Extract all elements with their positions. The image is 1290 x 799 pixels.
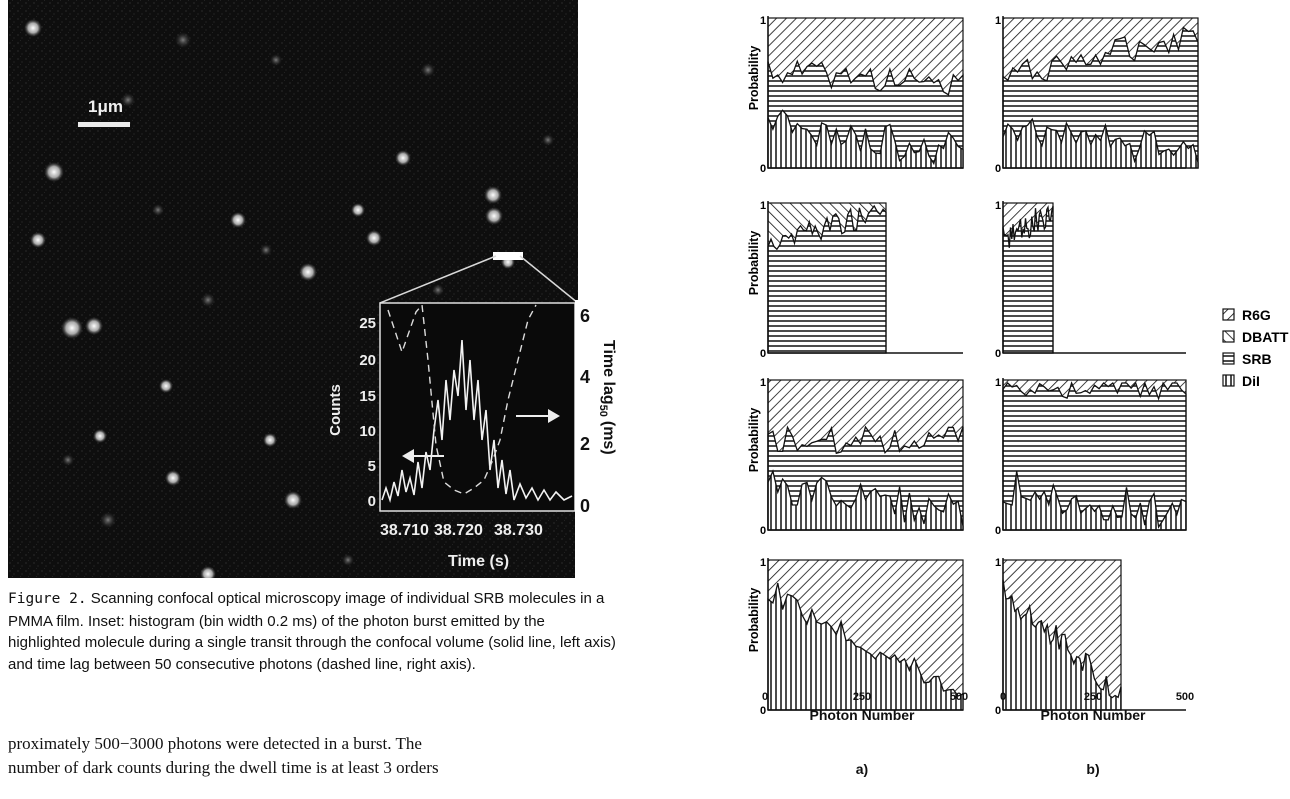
probability-panels: 10Probability1010Probability1010Probabil… xyxy=(747,15,1199,717)
highlighted-molecule xyxy=(493,252,523,260)
legend-label-srb: SRB xyxy=(1242,351,1272,367)
ytick-bottom: 0 xyxy=(760,525,766,537)
molecule-spots xyxy=(24,19,515,578)
figure-label: Figure 2. xyxy=(8,591,87,607)
panel-1-b: 10 xyxy=(995,15,1199,175)
microscopy-svg: 1μm 0 5 10 15 20 25 Counts xyxy=(8,0,578,578)
caption-text: Scanning confocal optical microscopy ima… xyxy=(8,590,616,673)
xtick-b-250: 250 xyxy=(1084,691,1102,703)
scale-bar xyxy=(78,122,130,127)
ytick-top: 1 xyxy=(995,557,1001,569)
ytick-bottom: 0 xyxy=(760,705,766,717)
inset-right-axis-label: Time lag xyxy=(600,340,617,405)
column-label-a: a) xyxy=(856,761,868,777)
callout-line-left xyxy=(379,255,497,304)
inset-ytick-20: 20 xyxy=(359,352,376,369)
y-axis-label: Probability xyxy=(747,46,761,111)
ytick-top: 1 xyxy=(760,15,766,27)
probability-figure: 10Probability1010Probability1010Probabil… xyxy=(747,15,1289,777)
legend-swatch-r6g xyxy=(1222,308,1235,321)
x-axis-label-b: Photon Number xyxy=(1041,707,1147,723)
legend-swatch-dii xyxy=(1222,374,1235,387)
legend-label-r6g: R6G xyxy=(1242,307,1271,323)
body-line-1: proximately 500−3000 photons were detect… xyxy=(8,734,422,753)
inset-ytick-5: 5 xyxy=(368,458,376,475)
ytick-bottom: 0 xyxy=(995,163,1001,175)
panel-2-b: 10 xyxy=(995,200,1186,360)
ytick-top: 1 xyxy=(995,377,1001,389)
legend-swatch-srb xyxy=(1222,352,1235,365)
y-axis-label: Probability xyxy=(747,231,761,296)
ytick-top: 1 xyxy=(760,377,766,389)
y-axis-label: Probability xyxy=(747,588,761,653)
ytick-top: 1 xyxy=(995,15,1001,27)
inset-xtick-3: 38.730 xyxy=(494,522,543,539)
ytick-top: 1 xyxy=(995,200,1001,212)
inset-lag-line xyxy=(387,303,537,495)
legend-label-dii: DiI xyxy=(1242,373,1260,389)
inset-ytick-15: 15 xyxy=(359,388,376,405)
xtick-b-500: 500 xyxy=(1176,691,1194,703)
body-paragraph: proximately 500−3000 photons were detect… xyxy=(8,732,620,780)
inset-right-axis: 6 4 2 0 Time lag50 (ms) xyxy=(580,306,617,516)
panel-3-b: 10 xyxy=(995,377,1187,537)
ytick-bottom: 0 xyxy=(760,348,766,360)
inset-x-axis-label: Time (s) xyxy=(448,553,509,570)
ytick-bottom: 0 xyxy=(995,705,1001,717)
column-label-b: b) xyxy=(1086,761,1099,777)
inset-ytick-25: 25 xyxy=(359,315,376,332)
xtick-b-0: 0 xyxy=(1000,691,1006,703)
inset-rtick-0: 0 xyxy=(580,496,590,516)
ytick-top: 1 xyxy=(760,557,766,569)
figure-caption: Figure 2. Scanning confocal optical micr… xyxy=(8,588,618,675)
inset-xtick-2: 38.720 xyxy=(434,522,483,539)
panel-4-b: 10 xyxy=(995,557,1186,717)
inset-ytick-10: 10 xyxy=(359,423,376,440)
xtick-a-250: 250 xyxy=(853,691,871,703)
microscopy-image: 1μm 0 5 10 15 20 25 Counts xyxy=(8,0,578,578)
inset-counts-line xyxy=(381,339,573,503)
x-axis-label-a: Photon Number xyxy=(810,707,916,723)
inset-right-axis-sub: 50 xyxy=(597,405,609,417)
ytick-bottom: 0 xyxy=(995,525,1001,537)
xtick-a-500: 500 xyxy=(950,691,968,703)
inset-ytick-0: 0 xyxy=(368,493,376,510)
panel-4-a: 1 0 Probability xyxy=(747,557,964,717)
panel-2-a: 1 0 Probability xyxy=(747,200,963,360)
legend: R6G DBATT SRB DiI xyxy=(1222,307,1289,389)
y-axis-label: Probability xyxy=(747,408,761,473)
dim-spots xyxy=(62,32,554,566)
inset-right-axis-unit: (ms) xyxy=(600,421,617,455)
legend-label-dbatt: DBATT xyxy=(1242,329,1289,345)
panel-3-a: 1 0 Probability xyxy=(747,377,964,537)
ytick-bottom: 0 xyxy=(995,348,1001,360)
body-line-2: number of dark counts during the dwell t… xyxy=(8,758,439,777)
xtick-a-0: 0 xyxy=(762,691,768,703)
inset-rtick-2: 2 xyxy=(580,434,590,454)
inset-rtick-6: 6 xyxy=(580,306,590,326)
inset-xtick-1: 38.710 xyxy=(380,522,429,539)
ytick-bottom: 0 xyxy=(760,163,766,175)
inset-rtick-4: 4 xyxy=(580,367,590,387)
arrow-right-head xyxy=(548,409,560,423)
svg-text:Time lag50(ms): Time lag50 (ms) xyxy=(597,340,617,455)
arrow-left-head xyxy=(402,449,414,463)
inset-left-axis-label: Counts xyxy=(327,384,344,436)
callout-line-right xyxy=(519,255,578,304)
image-edge xyxy=(575,300,578,578)
scale-bar-label: 1μm xyxy=(88,97,123,116)
legend-swatch-dbatt xyxy=(1222,330,1235,343)
panel-1-a: 1 0 Probability xyxy=(747,15,964,175)
ytick-top: 1 xyxy=(760,200,766,212)
